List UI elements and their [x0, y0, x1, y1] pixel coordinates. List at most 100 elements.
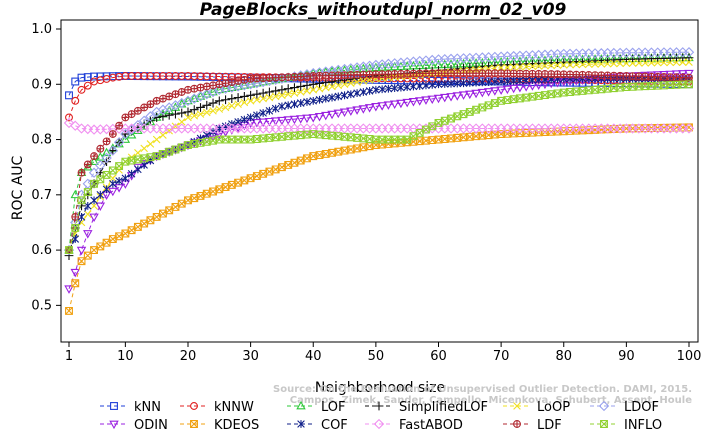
data-point-odin: [465, 90, 475, 100]
data-point-loop: [296, 88, 305, 96]
data-point-ldf: [309, 72, 317, 80]
data-point-kdeos: [140, 219, 149, 228]
data-point-ldf: [403, 70, 411, 78]
data-point-ldf: [316, 72, 323, 80]
data-point-inflo: [572, 87, 581, 96]
data-point-fastabod: [76, 123, 87, 134]
data-point-kdeos: [346, 145, 355, 154]
legend-marker-kdeos: [190, 420, 198, 428]
data-point-inflo: [447, 114, 455, 123]
data-point-simplifiedlof: [214, 96, 224, 106]
data-point-odin: [433, 94, 444, 104]
data-point-ldf: [522, 70, 530, 78]
data-point-ldf: [172, 90, 179, 98]
data-point-odin: [70, 268, 81, 278]
data-point-odin: [264, 117, 275, 127]
data-point-ldf: [629, 72, 637, 80]
data-point-cof: [303, 98, 311, 106]
data-point-odin: [64, 285, 74, 294]
x-tick-label: 30: [242, 349, 259, 364]
data-point-odin: [446, 93, 456, 102]
data-point-simplifiedlof: [171, 109, 180, 119]
legend-label-lof: LOF: [321, 400, 346, 415]
data-point-ldof: [101, 152, 112, 164]
data-point-kdeos: [90, 246, 99, 255]
data-point-ldf: [203, 83, 211, 90]
data-point-loop: [202, 108, 211, 117]
data-point-odin: [396, 99, 406, 109]
data-point-kdeos: [83, 251, 92, 260]
data-point-inflo: [422, 125, 430, 134]
data-point-loop: [541, 61, 549, 70]
data-point-simplifiedlof: [308, 79, 318, 89]
data-point-inflo: [202, 137, 211, 146]
data-point-ldf: [685, 74, 693, 82]
data-point-ldf: [134, 107, 142, 115]
data-point-cof: [140, 161, 148, 169]
y-tick-label: 1.0: [31, 22, 52, 37]
data-point-loop: [284, 90, 292, 99]
data-point-ldf: [428, 69, 436, 77]
data-point-odin: [95, 202, 106, 212]
data-point-odin: [402, 98, 412, 108]
data-point-ldof: [88, 167, 100, 178]
data-point-loop: [653, 58, 662, 67]
data-point-simplifiedlof: [271, 86, 281, 96]
data-point-kdeos: [121, 229, 130, 238]
watermark-line-1: Source: On the Evaluation of Unsupervise…: [273, 384, 692, 395]
data-point-cof: [259, 109, 267, 117]
data-point-ldf: [272, 74, 280, 82]
legend: kNN kNNW LOF SimplifiedLOF LoOP LDOF ODIN KDEOS…: [100, 400, 662, 433]
data-point-inflo: [90, 179, 99, 188]
data-point-cof: [509, 77, 518, 85]
data-point-loop: [271, 92, 280, 101]
data-point-cof: [491, 77, 499, 86]
data-point-loop: [641, 59, 649, 67]
y-axis-label: ROC AUC: [10, 155, 26, 220]
data-point-ldf: [529, 70, 536, 78]
data-point-loop: [497, 63, 505, 72]
data-point-ldf: [441, 69, 449, 77]
data-point-kdeos: [102, 238, 111, 247]
data-point-kdeos: [340, 146, 349, 155]
data-point-odin: [490, 87, 500, 96]
data-point-ldf: [384, 70, 392, 78]
data-point-ldof: [683, 47, 695, 58]
data-point-loop: [597, 60, 606, 68]
data-point-fastabod: [683, 123, 695, 134]
data-point-ldf: [121, 114, 129, 121]
data-point-ldf: [572, 71, 580, 79]
legend-marker-loop: [513, 402, 521, 410]
data-point-odin: [283, 116, 293, 125]
data-point-loop: [215, 105, 224, 113]
data-point-simplifiedlof: [108, 146, 118, 155]
data-point-ldf: [284, 73, 292, 81]
legend-item-inflo: INFLO: [590, 418, 662, 433]
data-point-kdeos: [165, 206, 174, 215]
y-tick-label: 0.6: [31, 243, 52, 258]
data-point-kdeos: [71, 279, 80, 288]
data-point-inflo: [428, 122, 437, 131]
legend-marker-ldof: [598, 400, 610, 412]
data-point-kdeos: [265, 167, 274, 176]
data-point-simplifiedlof: [277, 85, 287, 95]
data-point-kdeos: [434, 135, 443, 144]
data-point-ldf: [397, 70, 405, 78]
data-point-inflo: [152, 152, 161, 161]
data-point-kdeos: [77, 257, 86, 266]
data-point-inflo: [559, 88, 568, 97]
data-point-kdeos: [108, 235, 117, 243]
data-point-ldf: [554, 70, 561, 78]
data-point-ldf: [240, 76, 248, 84]
data-point-inflo: [133, 155, 142, 164]
data-point-cof: [459, 79, 468, 88]
data-point-ldf: [78, 169, 85, 177]
data-point-lof: [101, 147, 112, 157]
x-tick-label: 70: [493, 349, 510, 364]
x-tick-label: 90: [618, 349, 635, 364]
data-point-ldf: [410, 70, 417, 78]
legend-marker-odin: [109, 420, 119, 430]
data-point-inflo: [403, 135, 412, 144]
x-tick-label: 10: [117, 349, 134, 364]
data-point-odin: [414, 97, 425, 106]
